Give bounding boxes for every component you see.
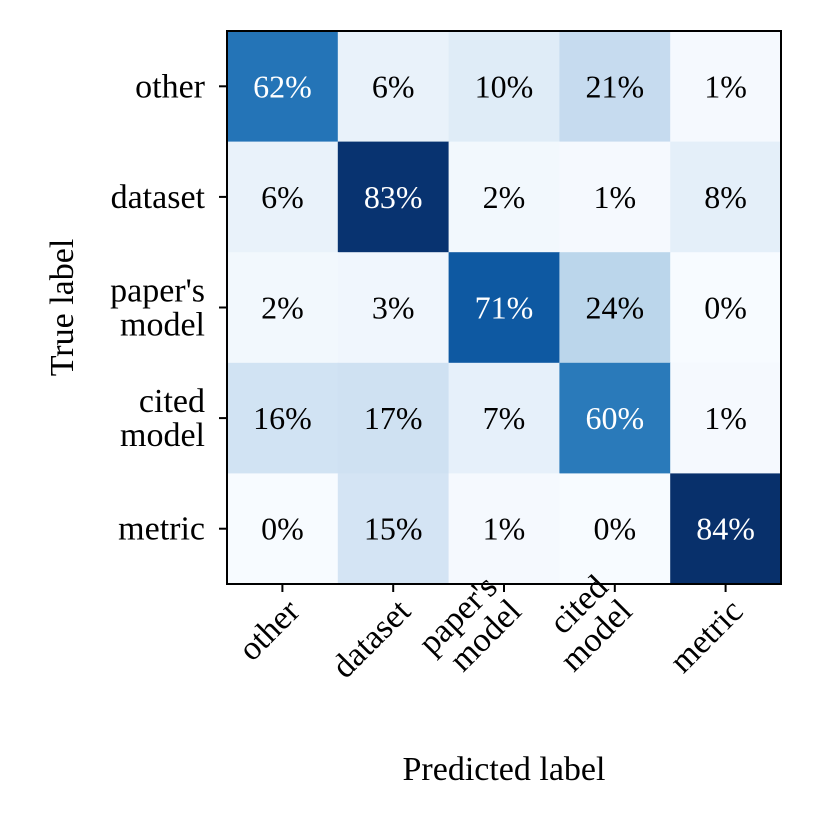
- heatmap-cell: [559, 31, 671, 143]
- heatmap-cell: [448, 31, 560, 143]
- cell-value-label: 16%: [253, 400, 312, 436]
- cell-value-label: 2%: [261, 290, 304, 326]
- cell-value-label: 1%: [704, 400, 747, 436]
- cell-value-label: 1%: [704, 68, 747, 104]
- cell-value-label: 84%: [696, 511, 755, 547]
- cell-value-label: 2%: [483, 179, 526, 215]
- cell-value-label: 7%: [483, 400, 526, 436]
- cell-value-label: 24%: [585, 290, 644, 326]
- heatmap-cell: [337, 362, 450, 474]
- heatmap-cell: [227, 141, 339, 253]
- heatmap-cell: [670, 31, 782, 143]
- heatmap-cell: [448, 252, 560, 364]
- heatmap-cell: [227, 31, 339, 143]
- x-tick-label: citedmodel: [529, 569, 639, 679]
- heatmap-cell: [670, 252, 782, 364]
- heatmap-cell: [670, 473, 782, 585]
- x-tick-label: metric: [663, 593, 751, 681]
- y-axis-title: True label: [44, 239, 81, 377]
- x-tick-label: dataset: [325, 592, 418, 685]
- heatmap-cell: [337, 141, 450, 253]
- cell-value-label: 0%: [261, 511, 304, 547]
- cell-value-label: 1%: [593, 179, 636, 215]
- cell-value-label: 8%: [704, 179, 747, 215]
- y-axis-ticks: other dataset paper's model cited model metric: [110, 68, 227, 548]
- cell-value-label: 17%: [364, 400, 423, 436]
- x-tick-label: paper'smodel: [411, 569, 528, 686]
- y-tick-label: metric: [118, 511, 205, 548]
- heatmap-cell: [337, 31, 450, 143]
- y-tick-label: paper's model: [110, 273, 205, 344]
- heatmap-cell: [227, 362, 339, 474]
- heatmap-cell: [337, 252, 450, 364]
- cell-value-label: 0%: [704, 290, 747, 326]
- heatmap-cell-labels: 62% 6% 10% 21% 1% 6% 83% 2% 1% 8% 2% 3% 71% 24% 0% 16% 1…: [253, 68, 755, 546]
- heatmap-cell: [227, 252, 339, 364]
- heatmap-cell: [559, 473, 671, 585]
- cell-value-label: 6%: [261, 179, 304, 215]
- cell-value-label: 3%: [372, 290, 415, 326]
- x-axis-title: Predicted label: [403, 751, 606, 788]
- cell-value-label: 62%: [253, 68, 312, 104]
- heatmap-cell: [448, 141, 560, 253]
- cell-value-label: 15%: [364, 511, 423, 547]
- heatmap-cell: [559, 141, 671, 253]
- heatmap-cell: [448, 473, 560, 585]
- x-tick-label: other: [232, 592, 308, 668]
- heatmap-cell: [337, 473, 450, 585]
- cell-value-label: 83%: [364, 179, 423, 215]
- cell-value-label: 1%: [483, 511, 526, 547]
- y-tick-label: other: [135, 68, 206, 105]
- cell-value-label: 71%: [475, 290, 534, 326]
- heatmap-cell: [448, 362, 560, 474]
- heatmap-cell: [670, 141, 782, 253]
- heatmap-cell: [559, 252, 671, 364]
- y-tick-label: cited model: [120, 383, 205, 454]
- heatmap-cell: [559, 362, 671, 474]
- heatmap-cell: [670, 362, 782, 474]
- heatmap-cells: [227, 31, 782, 585]
- y-tick-label: dataset: [111, 179, 206, 216]
- cell-value-label: 60%: [585, 400, 644, 436]
- heatmap-cell: [227, 473, 339, 585]
- cell-value-label: 21%: [585, 68, 644, 104]
- cell-value-label: 10%: [475, 68, 534, 104]
- cell-value-label: 6%: [372, 68, 415, 104]
- cell-value-label: 0%: [593, 511, 636, 547]
